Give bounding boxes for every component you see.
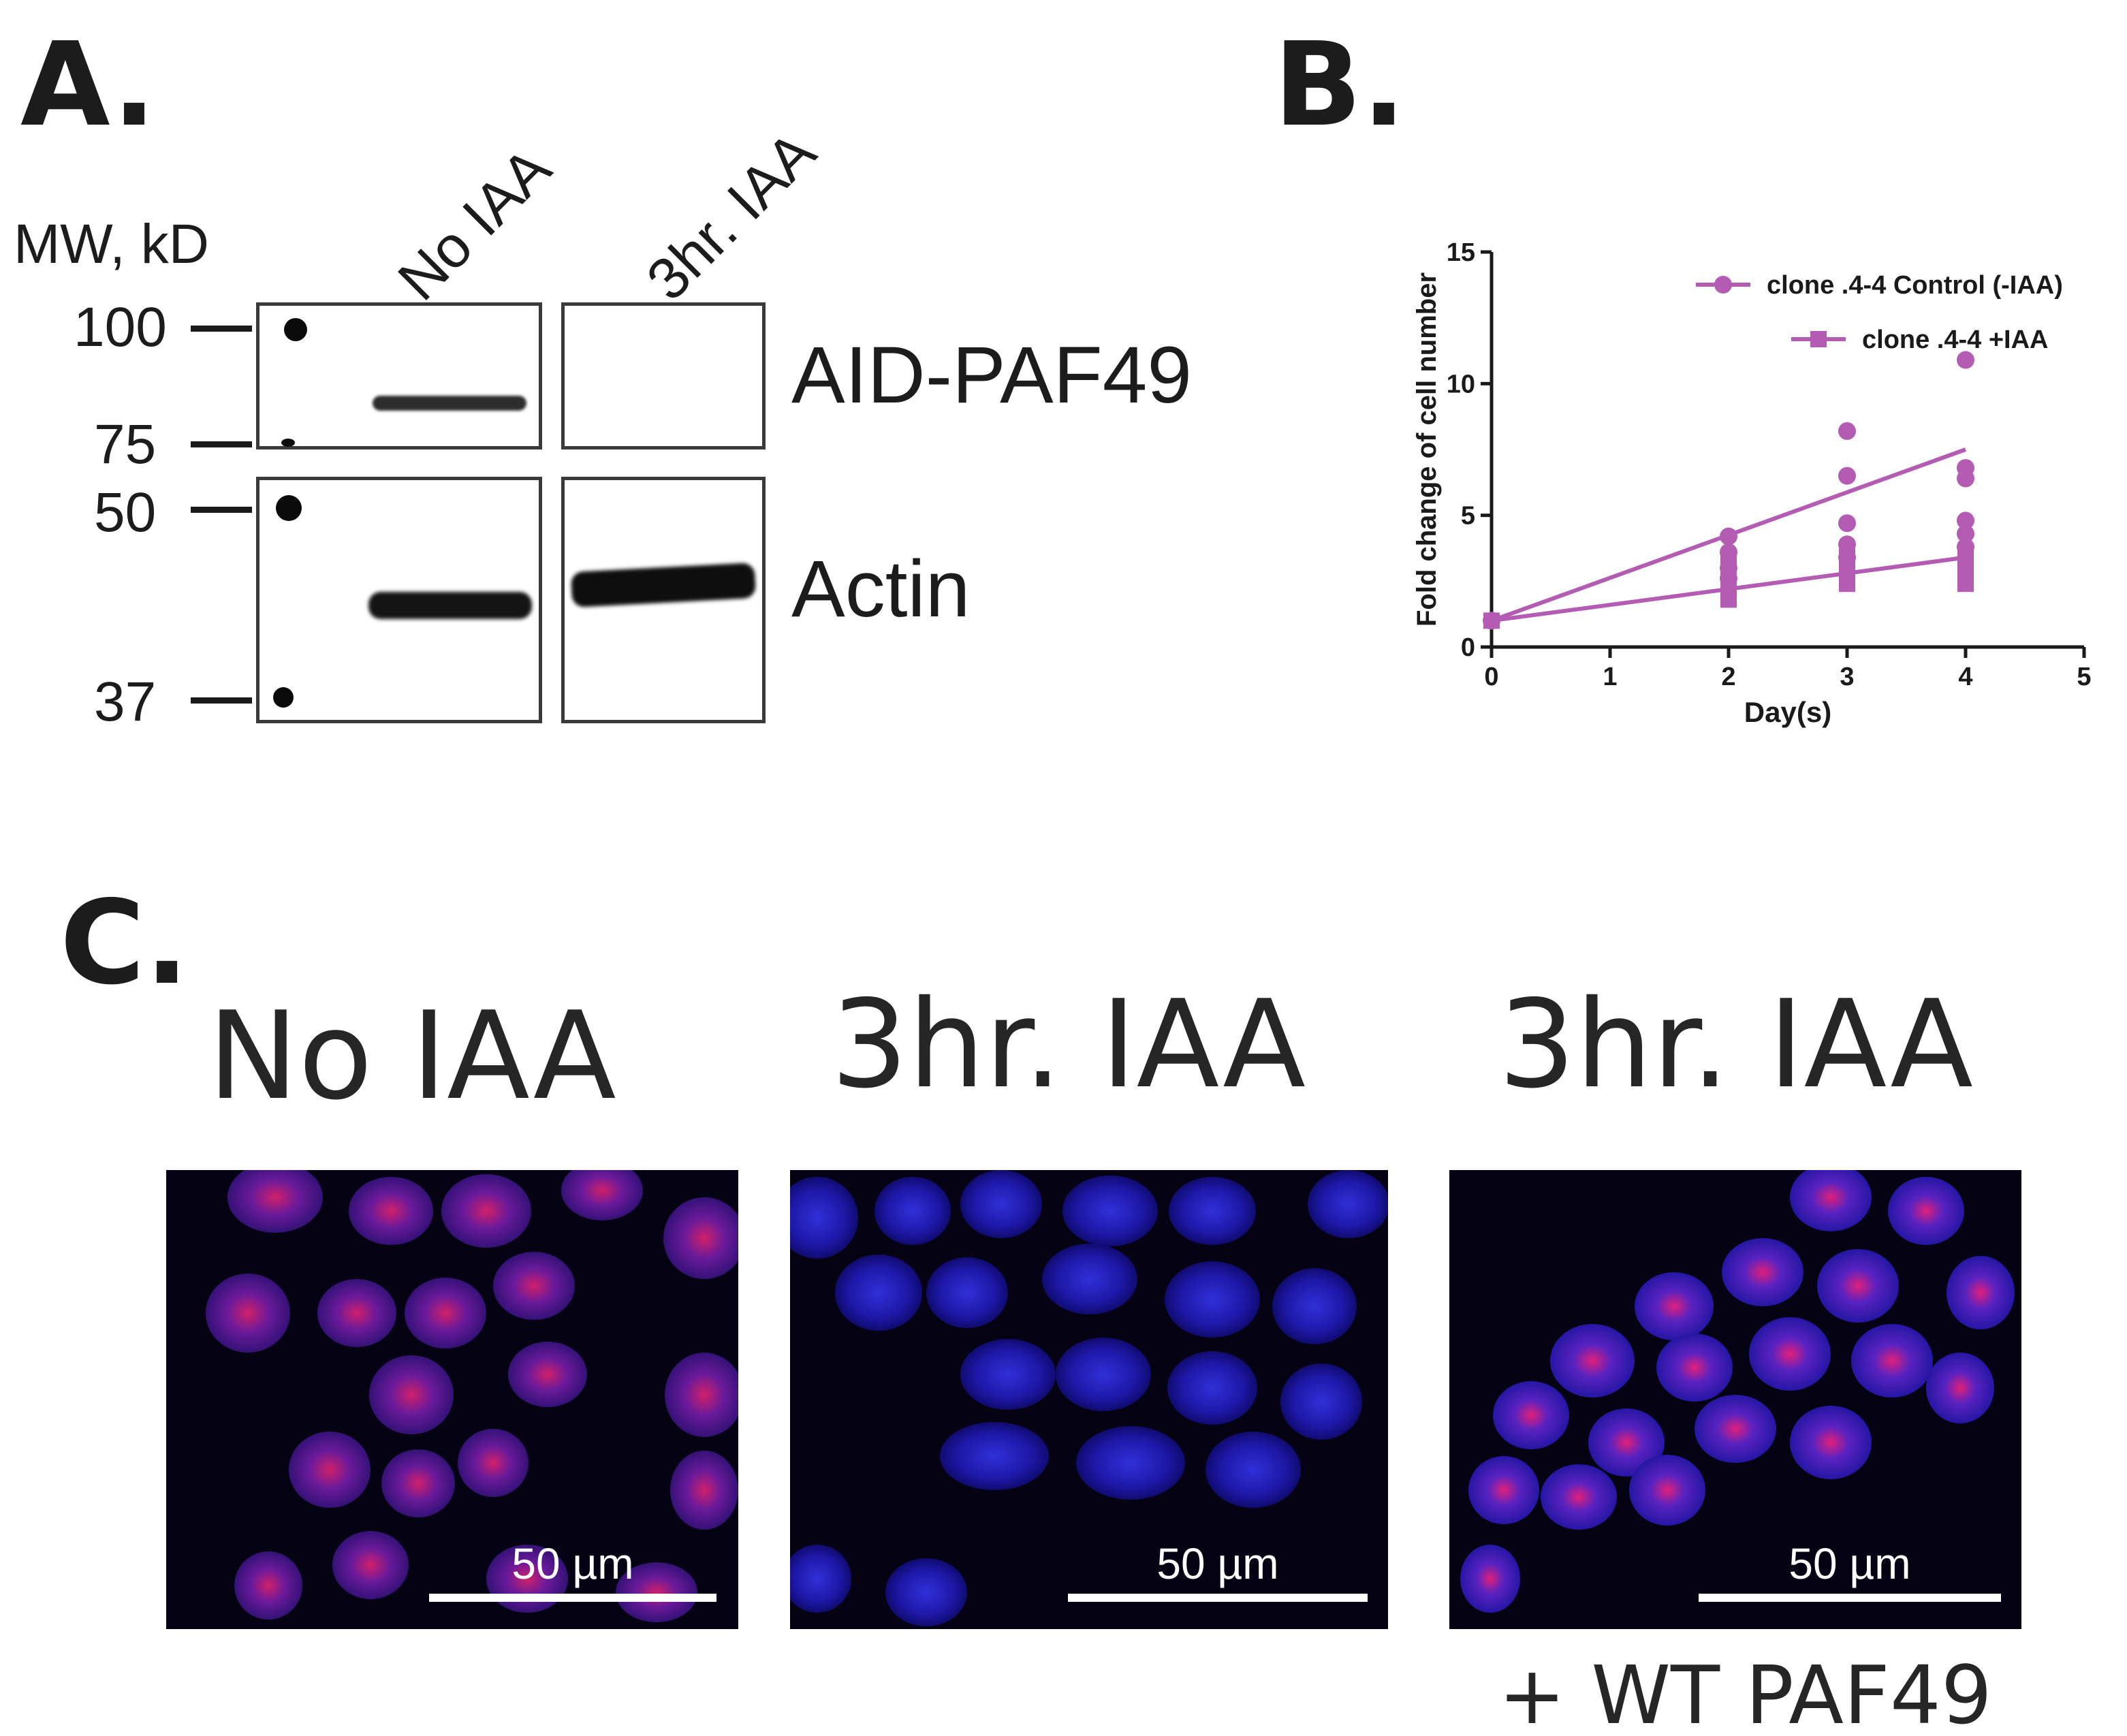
scale-bar	[1699, 1594, 2001, 1602]
x-tick-label: 0	[1484, 663, 1498, 691]
panel-a-letter: A.	[20, 18, 157, 153]
x-tick-label: 5	[2077, 663, 2091, 691]
blot-actin-no-iaa	[256, 477, 542, 723]
condition-header-3hr-iaa: 3hr. IAA	[831, 974, 1306, 1115]
scale-bar	[1068, 1594, 1368, 1602]
chart-axes: 0 5 10 15 0 1 2 3 4 5 Day(s) Fold change of cell nu…	[1412, 238, 2092, 728]
blot-actin-3hr-iaa	[561, 477, 766, 723]
y-tick-label: 15	[1447, 238, 1475, 267]
data-point-circle	[1957, 511, 1974, 530]
data-point-square	[1839, 575, 1855, 593]
scale-bar-label: 50 µm	[511, 1539, 634, 1588]
data-point-circle	[1838, 422, 1856, 440]
rescue-subcaption: + WT PAF49	[1498, 1648, 1992, 1736]
y-tick-label: 0	[1461, 633, 1475, 662]
data-point-square	[1483, 612, 1500, 629]
marker-75-tick	[191, 441, 252, 447]
ladder-dot	[276, 495, 302, 521]
data-point-square	[1957, 549, 1974, 566]
x-tick-label: 3	[1840, 663, 1854, 691]
data-point-circle	[1957, 469, 1974, 488]
target-label-aid-paf49: AID-PAF49	[791, 330, 1192, 420]
mw-axis-label: MW, kD	[14, 213, 209, 275]
legend-marker-circle	[1714, 276, 1732, 294]
data-point-circle	[1838, 514, 1856, 533]
nuclei-image	[1460, 1170, 2015, 1613]
condition-header-no-iaa: No IAA	[208, 985, 616, 1126]
panel-b-letter: B.	[1274, 18, 1406, 153]
data-point-circle	[1957, 524, 1974, 543]
growth-chart: 0 5 10 15 0 1 2 3 4 5 Day(s) Fold change of cell nu…	[1412, 238, 2092, 728]
scale-bar-label: 50 µm	[1156, 1539, 1279, 1588]
legend-label: clone .4-4 +IAA	[1862, 326, 2048, 354]
data-point-square	[1720, 591, 1737, 608]
marker-37: 37	[94, 671, 157, 733]
lane-label-3hr-iaa: 3hr. IAA	[634, 119, 828, 313]
micrograph-no-iaa: 50 µm	[166, 1170, 738, 1629]
marker-75: 75	[94, 413, 157, 475]
x-tick-label: 1	[1603, 663, 1617, 691]
ladder-dot	[281, 439, 295, 447]
blot-aid-paf49-no-iaa	[256, 302, 542, 449]
lane-label-no-iaa: No IAA	[385, 135, 564, 313]
micrograph-3hr-iaa-rescue: 50 µm	[1449, 1170, 2021, 1629]
marker-100: 100	[74, 296, 167, 358]
marker-37-tick	[191, 697, 252, 704]
blot-aid-paf49-3hr-iaa	[561, 302, 766, 449]
x-tick-label: 4	[1958, 663, 1972, 691]
ladder-dot	[284, 318, 307, 341]
scale-bar	[429, 1594, 716, 1602]
chart-points	[1483, 351, 1974, 630]
panel-c-letter: C.	[60, 876, 189, 1011]
nuclei-image	[790, 1170, 1388, 1626]
legend-marker-square	[1810, 331, 1827, 347]
marker-50: 50	[94, 482, 157, 543]
scale-bar-label: 50 µm	[1789, 1539, 1911, 1588]
chart-legend: clone .4-4 Control (-IAA) clone .4-4 +IAA	[1696, 271, 2063, 354]
data-point-circle	[1957, 351, 1974, 369]
actin-band	[570, 562, 757, 608]
marker-50-tick	[191, 507, 252, 513]
target-label-actin: Actin	[791, 544, 971, 634]
paf49-band	[373, 396, 526, 411]
legend-label: clone .4-4 Control (-IAA)	[1767, 271, 2063, 300]
data-point-circle	[1838, 467, 1856, 485]
data-point-circle	[1720, 527, 1737, 546]
y-tick-label: 10	[1447, 370, 1475, 398]
y-axis-label: Fold change of cell number	[1412, 272, 1442, 627]
condition-header-3hr-iaa-rescue: 3hr. IAA	[1498, 974, 1974, 1115]
y-tick-label: 5	[1461, 502, 1475, 531]
marker-100-tick	[191, 326, 252, 332]
x-tick-label: 2	[1721, 663, 1735, 691]
data-point-square	[1957, 575, 1974, 593]
ladder-dot	[273, 687, 294, 708]
x-axis-label: Day(s)	[1744, 696, 1831, 728]
micrograph-3hr-iaa: 50 µm	[790, 1170, 1388, 1629]
actin-band	[368, 592, 532, 619]
